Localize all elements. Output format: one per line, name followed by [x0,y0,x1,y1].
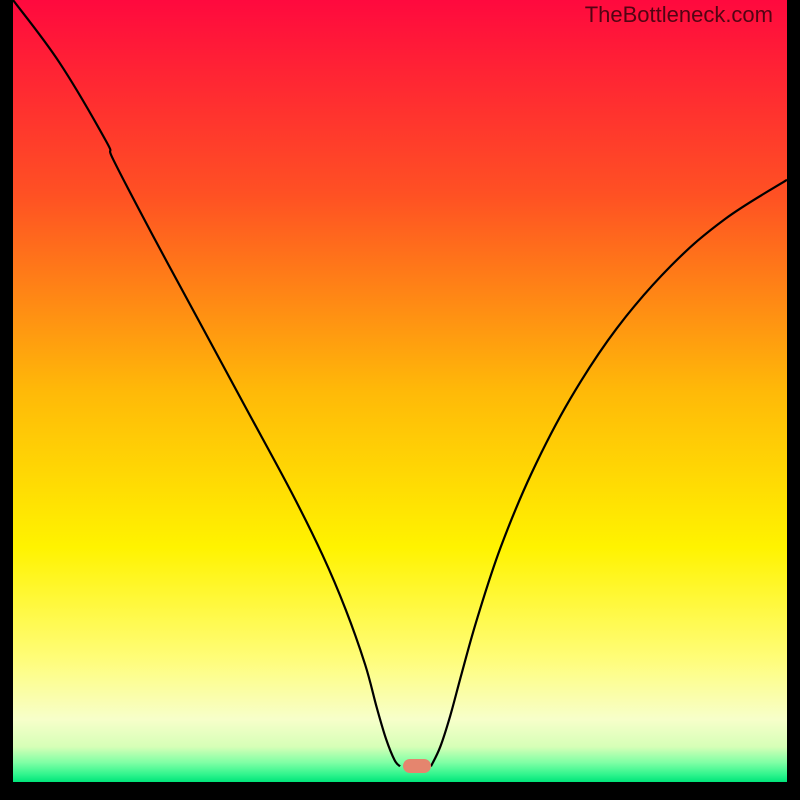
chart-container: TheBottleneck.com [0,0,800,800]
bottleneck-curve [13,0,787,782]
plot-area: TheBottleneck.com [13,0,787,782]
curve-left-branch [13,0,400,766]
optimum-marker [403,759,431,773]
curve-right-branch [431,180,787,767]
watermark-text: TheBottleneck.com [585,2,773,28]
